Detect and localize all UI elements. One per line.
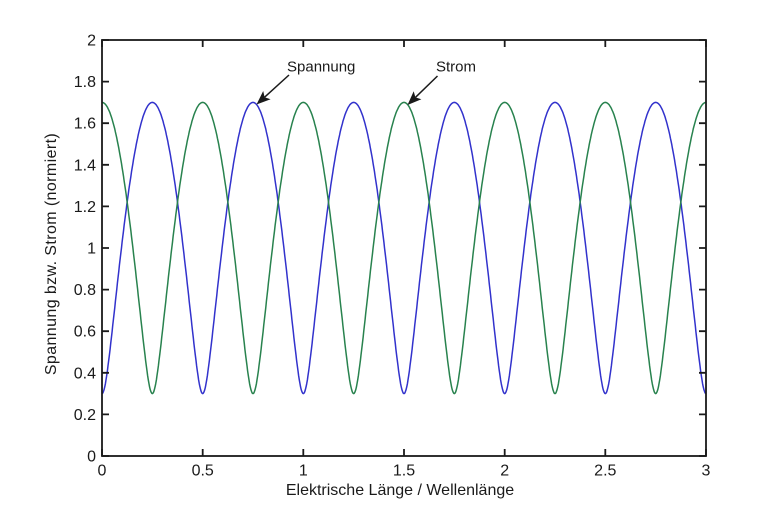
svg-text:2: 2 [87,33,96,50]
svg-text:2: 2 [500,463,509,480]
svg-text:0.4: 0.4 [74,365,96,382]
svg-text:1.5: 1.5 [393,463,415,480]
svg-text:Elektrische Länge / Wellenläng: Elektrische Länge / Wellenlänge [286,482,514,499]
svg-text:1.4: 1.4 [74,157,96,174]
svg-text:Strom: Strom [436,59,476,76]
svg-text:1: 1 [299,463,308,480]
svg-text:0.5: 0.5 [192,463,214,480]
svg-text:Spannung bzw. Strom (normiert): Spannung bzw. Strom (normiert) [43,133,60,375]
svg-text:0: 0 [98,463,107,480]
svg-text:2.5: 2.5 [594,463,616,480]
svg-text:1.2: 1.2 [74,199,96,216]
svg-text:0.2: 0.2 [74,407,96,424]
svg-text:1.8: 1.8 [74,74,96,91]
svg-text:0.6: 0.6 [74,324,96,341]
svg-text:0.8: 0.8 [74,282,96,299]
svg-text:3: 3 [702,463,711,480]
svg-text:1.6: 1.6 [74,116,96,133]
svg-text:0: 0 [87,449,96,466]
svg-text:1: 1 [87,241,96,258]
svg-text:Spannung: Spannung [287,59,355,76]
